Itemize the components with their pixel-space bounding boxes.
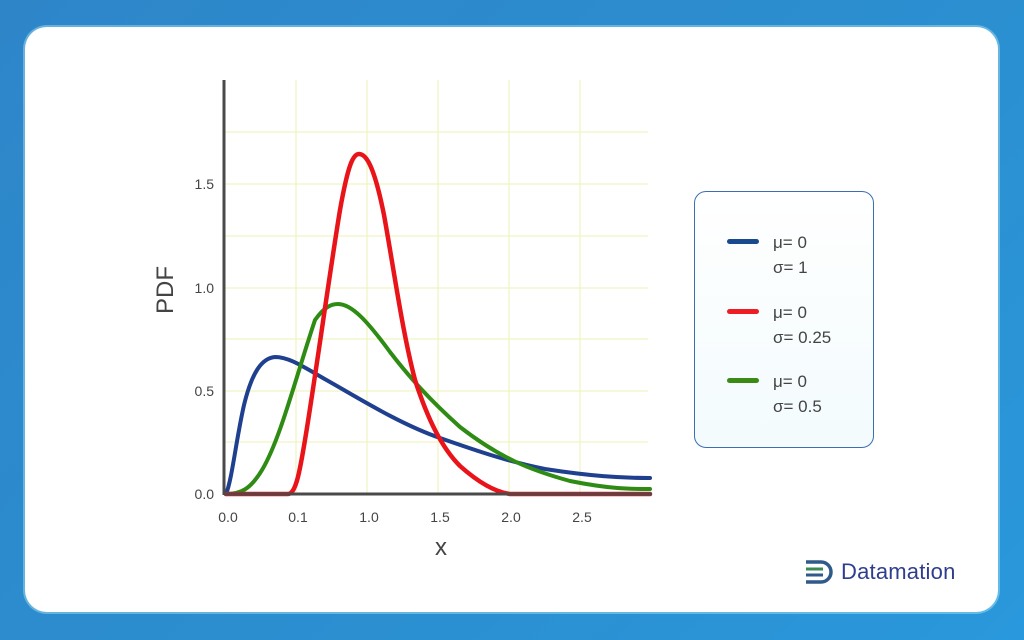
x-tick: 1.0 — [359, 509, 379, 525]
y-axis-label: PDF — [152, 266, 179, 314]
x-axis-label: x — [435, 534, 447, 561]
series-sigma-0.5 — [224, 301, 652, 496]
chart-legend: μ= 0 σ= 1 μ= 0 σ= 0.25 μ= 0 σ= 0.5 — [694, 191, 874, 448]
legend-swatch — [727, 309, 759, 314]
x-tick: 0.1 — [288, 509, 308, 525]
y-tick: 0.5 — [195, 383, 215, 399]
legend-label: μ= 0 σ= 0.5 — [773, 372, 822, 416]
y-tick: 0.0 — [195, 486, 215, 502]
x-tick: 2.0 — [501, 509, 521, 525]
datamation-logo-icon — [806, 560, 833, 584]
legend-label: μ= 0 σ= 1 — [773, 233, 808, 277]
series-sigma-1 — [224, 354, 652, 496]
y-tick: 1.0 — [195, 280, 215, 296]
x-tick: 2.5 — [572, 509, 592, 525]
y-tick: 1.5 — [195, 176, 215, 192]
datamation-logo: Datamation — [803, 557, 956, 587]
legend-swatch — [727, 378, 759, 383]
brand-name: Datamation — [841, 559, 956, 584]
x-tick: 1.5 — [430, 509, 450, 525]
grid — [224, 80, 648, 494]
legend-swatch — [727, 239, 759, 244]
legend-label: μ= 0 σ= 0.25 — [773, 303, 832, 347]
x-tick: 0.0 — [218, 509, 238, 525]
series-sigma-0.25 — [223, 151, 653, 497]
